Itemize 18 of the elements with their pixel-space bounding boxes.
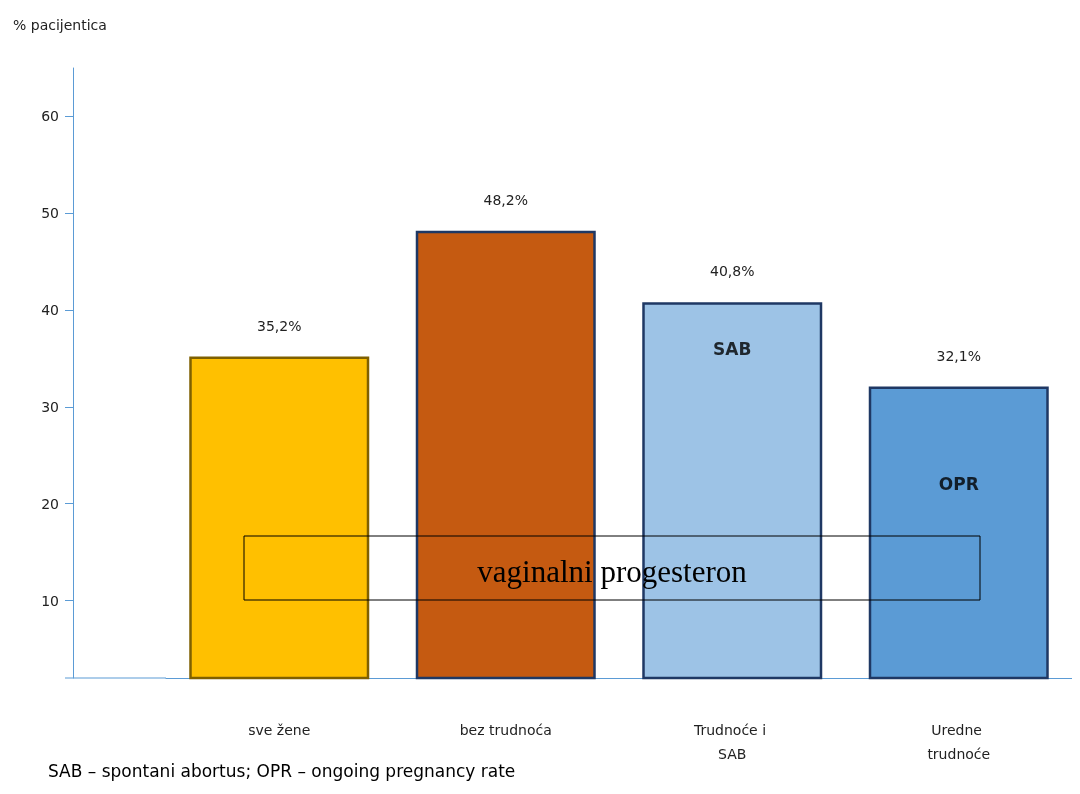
data-label: 35,2% <box>257 317 302 334</box>
data-label: 40,8% <box>710 263 755 280</box>
x-tick-label: sve žene <box>248 722 311 738</box>
x-tick-label: Uredne trudnoće <box>927 722 991 762</box>
y-tick-label: 40 <box>41 302 59 319</box>
data-label: 32,1% <box>936 347 981 364</box>
x-tick-label: Trudnoće i SAB <box>692 722 771 762</box>
data-label: 48,2% <box>483 191 528 208</box>
y-axis-title: % pacijentica <box>13 17 107 33</box>
y-tick-label: 60 <box>41 108 59 125</box>
annotation: SAB <box>713 338 752 359</box>
annotation: OPR <box>938 474 979 495</box>
text: SAB – spontani abortus; OPR – ongoing pregnancy rate <box>48 760 516 781</box>
y-tick-label: 20 <box>41 495 59 512</box>
y-tick-label: 50 <box>41 205 59 222</box>
y-tick-label: 30 <box>41 398 59 415</box>
y-tick-label: 10 <box>41 592 59 609</box>
x-tick-label: bez trudnoća <box>459 722 552 738</box>
